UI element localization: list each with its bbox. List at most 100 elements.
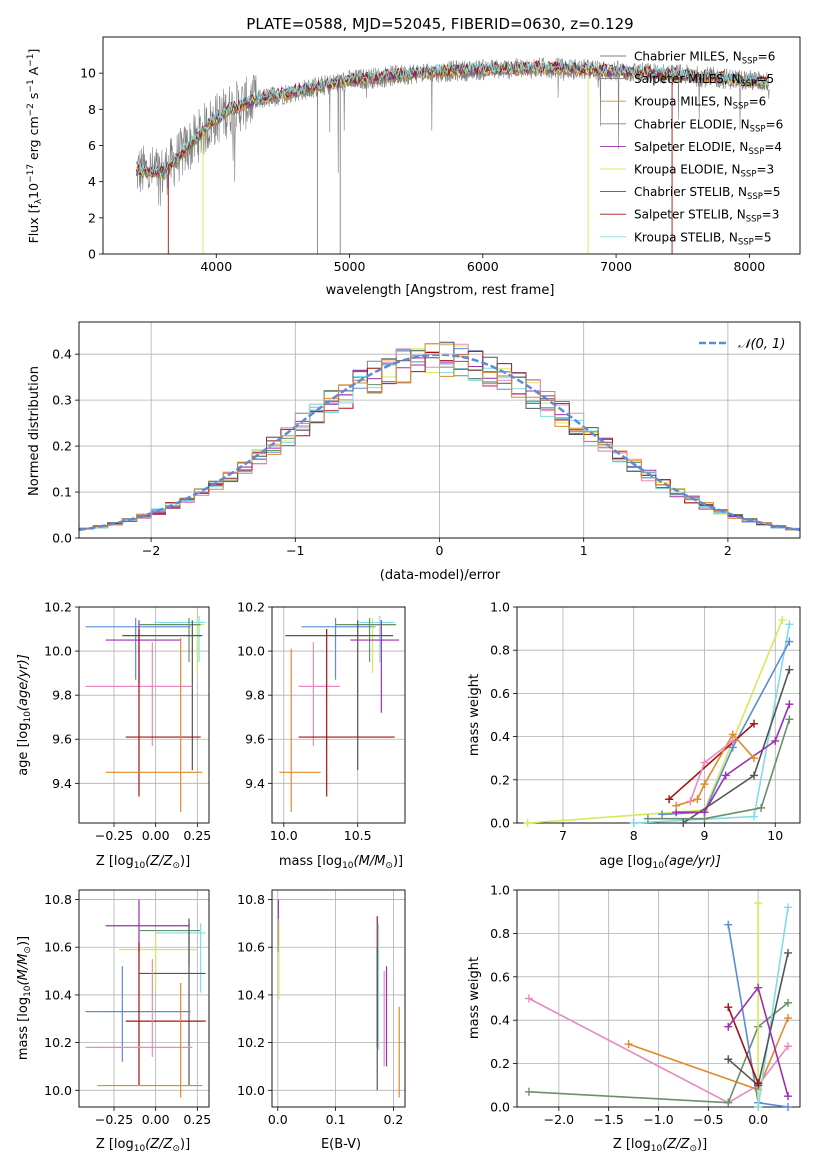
weight-marker — [785, 665, 794, 674]
axes-frame: 10.0 10.5 9.4 9.6 9.8 10.0 10.2 — [237, 600, 406, 843]
x-tick-label: 0.25 — [183, 828, 211, 843]
x-tick-label: 7 — [559, 828, 567, 843]
weight-marker — [754, 899, 763, 908]
y-tick-label: 4 — [88, 174, 96, 189]
x-tick-label: 9 — [701, 828, 709, 843]
weight-marker — [724, 1055, 733, 1064]
weight-line — [682, 669, 791, 824]
weight-marker — [724, 1003, 733, 1012]
weight-marker — [785, 620, 794, 629]
weight-marker — [785, 700, 794, 709]
age-z-xlabel: Z [log10(Z/Z⊙)] — [96, 854, 190, 871]
y-tick-label: 2 — [88, 210, 96, 225]
mass-vs-extinction-panel: E(B-V) 0.0 0.1 0.2 10.0 10.2 10.4 10.6 10.8 — [237, 889, 406, 1152]
x-tick-label: −1.5 — [593, 1112, 623, 1127]
histogram-legend: 𝒩(0, 1) — [699, 337, 785, 352]
weight-marker — [785, 715, 794, 724]
weight-z-ylabel: mass weight — [467, 957, 482, 1039]
weight-marker — [784, 1042, 793, 1051]
weight-marker — [524, 994, 533, 1003]
age-vs-metallicity-panel: Z [log10(Z/Z⊙)] age [log10(age/yr)] −0.2… — [16, 600, 211, 872]
weight-marker — [784, 1103, 793, 1111]
axes-box — [102, 36, 801, 255]
y-tick-label: 6 — [88, 138, 96, 153]
legend-label: Chabrier STELIB, NSSP=5 — [634, 185, 781, 202]
weight-marker — [784, 1014, 793, 1023]
y-tick-label: 10.2 — [44, 1035, 72, 1050]
weight-marker — [686, 797, 695, 806]
axes-box — [78, 606, 210, 824]
y-tick-label: 10.0 — [237, 644, 265, 659]
age-z-ylabel: age [log10(age/yr)] — [16, 654, 33, 776]
y-tick-label: 1.0 — [490, 883, 510, 898]
x-tick-label: −1.0 — [643, 1112, 673, 1127]
legend-label: Salpeter STELIB, NSSP=3 — [634, 208, 779, 225]
weight-marker — [754, 1079, 763, 1088]
y-tick-label: 9.4 — [52, 776, 72, 791]
x-tick-label: 6000 — [467, 259, 499, 274]
weight-marker — [754, 1103, 763, 1111]
weight-marker — [700, 814, 709, 823]
weight-marker — [724, 920, 733, 929]
weight-marker — [750, 812, 759, 821]
age-vs-mass-panel: mass [log10(M/M⊙)] 10.0 10.59.49.69.810.0… — [237, 600, 406, 871]
axes-box — [78, 889, 210, 1108]
y-tick-label: 0.8 — [490, 643, 510, 658]
weight-line — [528, 997, 789, 1104]
weight-line — [757, 907, 789, 1108]
axes-frame: −0.25 0.00 0.25 10.0 10.2 10.4 10.6 10.8 — [44, 889, 211, 1127]
y-tick-label: 0.4 — [490, 1013, 510, 1028]
weight-marker — [750, 771, 759, 780]
weight-marker — [700, 758, 709, 767]
weight-marker — [784, 903, 793, 912]
x-tick-label: 0.0 — [748, 1112, 768, 1127]
y-tick-label: 0.2 — [490, 1056, 510, 1071]
weight-age-ylabel: mass weight — [467, 674, 482, 756]
spectrum-plot — [135, 57, 770, 254]
weight-marker — [672, 801, 681, 810]
weight-marker — [624, 1040, 633, 1049]
weight-marker — [778, 615, 787, 624]
weight-marker — [643, 814, 652, 823]
legend-label: Kroupa STELIB, NSSP=5 — [634, 230, 772, 247]
weight-marker — [784, 948, 793, 957]
spectrum-model-line — [135, 61, 769, 177]
weight-age-xlabel: age [log10(age/yr)] — [599, 854, 721, 871]
x-tick-label: 10.5 — [344, 828, 372, 843]
weight-marker — [785, 637, 794, 646]
y-tick-label: 10.2 — [237, 1035, 265, 1050]
spectrum-model-line — [136, 60, 769, 175]
y-tick-label: 10 — [80, 66, 96, 81]
legend-label: Kroupa MILES, NSSP=6 — [634, 95, 766, 112]
x-tick-label: −2 — [142, 543, 160, 558]
axes-frame: −2 −1 0 1 2 0.0 0.1 0.2 0.3 0.4 — [52, 321, 801, 558]
weight-marker — [523, 819, 532, 827]
y-tick-label: 0.2 — [52, 439, 72, 454]
legend-label: Salpeter MILES, NSSP=5 — [634, 72, 774, 89]
weight-line — [647, 719, 791, 820]
y-tick-label: 9.6 — [245, 732, 265, 747]
histogram-xlabel: (data-model)/error — [380, 568, 501, 583]
x-tick-label: 2 — [724, 543, 732, 558]
weight-marker — [784, 998, 793, 1007]
y-tick-label: 10.0 — [44, 1083, 72, 1098]
mass-ebv-xlabel: E(B-V) — [321, 1137, 361, 1152]
x-tick-label: 0.25 — [183, 1112, 211, 1127]
y-tick-label: 10.4 — [237, 987, 265, 1002]
y-tick-label: 0.2 — [490, 772, 510, 787]
x-tick-label: 0.00 — [142, 828, 170, 843]
y-tick-label: 0.4 — [52, 347, 72, 362]
legend-label: Kroupa ELODIE, NSSP=3 — [634, 163, 774, 180]
y-tick-label: 0 — [88, 247, 96, 262]
grid — [79, 322, 800, 539]
weight-marker — [728, 736, 737, 745]
x-tick-label: 10.0 — [270, 828, 298, 843]
y-tick-label: 1.0 — [490, 600, 510, 615]
y-tick-label: 10.8 — [237, 892, 265, 907]
x-tick-label: 10 — [767, 828, 783, 843]
y-tick-label: 0.0 — [490, 816, 510, 831]
axes-frame: 0.0 0.1 0.2 10.0 10.2 10.4 10.6 10.8 — [237, 889, 406, 1127]
x-tick-label: 0.00 — [142, 1112, 170, 1127]
y-tick-label: 9.6 — [52, 732, 72, 747]
age-mass-xlabel: mass [log10(M/M⊙)] — [279, 854, 403, 871]
